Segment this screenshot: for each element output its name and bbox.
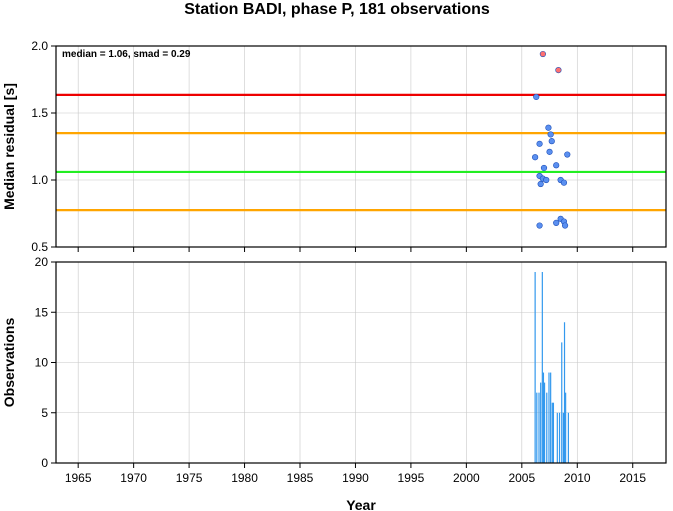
residual-point: [546, 148, 553, 155]
reference-lines: [56, 93, 666, 212]
observations-x-ticks: 1965 1970 1975 1980 1985 1990 1995 2000 2005 2010…: [65, 463, 646, 485]
residual-x-ticks: [77, 247, 634, 252]
residual-point: [561, 222, 569, 229]
observations-y-axis-label: Observations: [1, 318, 17, 408]
x-tick-label: 1980: [231, 471, 258, 485]
x-tick-label: 1990: [342, 471, 369, 485]
residual-point: [533, 93, 540, 101]
stats-annotation: median = 1.06, smad = 0.29: [62, 49, 191, 60]
x-axis-label: Year: [346, 497, 376, 511]
observations-panel: 0 5 10 15 20 1965 1970 1975 1980 1985 1990 1995 200…: [1, 255, 667, 511]
observations-y-ticks: 0 5 10 15 20: [35, 255, 56, 470]
x-tick-label: 2015: [619, 471, 646, 485]
residual-points: [532, 50, 571, 229]
residual-point: [564, 151, 571, 158]
residual-point: [547, 131, 554, 138]
y-tick-label: 20: [35, 255, 49, 269]
x-tick-label: 2010: [564, 471, 591, 485]
y-tick-label: 10: [35, 356, 49, 370]
residual-point: [560, 179, 568, 186]
residual-point: [537, 180, 544, 188]
residual-y-ticks: 0.5 1.0 1.5 2.0: [31, 39, 56, 254]
x-tick-label: 1985: [287, 471, 314, 485]
x-tick-label: 2005: [508, 471, 535, 485]
residual-point: [536, 222, 543, 229]
x-tick-label: 2000: [453, 471, 480, 485]
x-tick-label: 1975: [176, 471, 203, 485]
observations-bars: [534, 272, 570, 463]
x-tick-label: 1970: [120, 471, 147, 485]
observations-grid: [56, 261, 666, 464]
residual-point: [539, 50, 546, 58]
residual-point: [548, 138, 555, 145]
residual-point: [545, 124, 552, 131]
residual-panel: 0.51.01.52.0 median = 1.06, smad = 0.29 …: [1, 39, 667, 254]
y-tick-label: 1.0: [31, 173, 48, 187]
y-tick-label: 0: [41, 456, 48, 470]
x-tick-label: 1995: [398, 471, 425, 485]
y-tick-label: 5: [41, 406, 48, 420]
residual-y-axis-label: Median residual [s]: [1, 83, 17, 210]
y-tick-label: 15: [35, 305, 49, 319]
residual-point: [553, 219, 560, 226]
residual-point: [543, 176, 550, 184]
y-tick-label: 1.5: [31, 106, 48, 120]
residual-frame: [55, 45, 667, 248]
residual-point: [536, 140, 543, 147]
residual-grid: [56, 45, 666, 248]
residual-point: [555, 67, 562, 74]
chart-title: Station BADI, phase P, 181 observations: [184, 1, 490, 18]
y-tick-label: 0.5: [31, 240, 48, 254]
residual-point: [532, 154, 539, 161]
y-tick-label: 2.0: [31, 39, 48, 53]
x-tick-label: 1965: [65, 471, 92, 485]
residual-point: [540, 164, 548, 172]
residual-point: [553, 162, 560, 169]
